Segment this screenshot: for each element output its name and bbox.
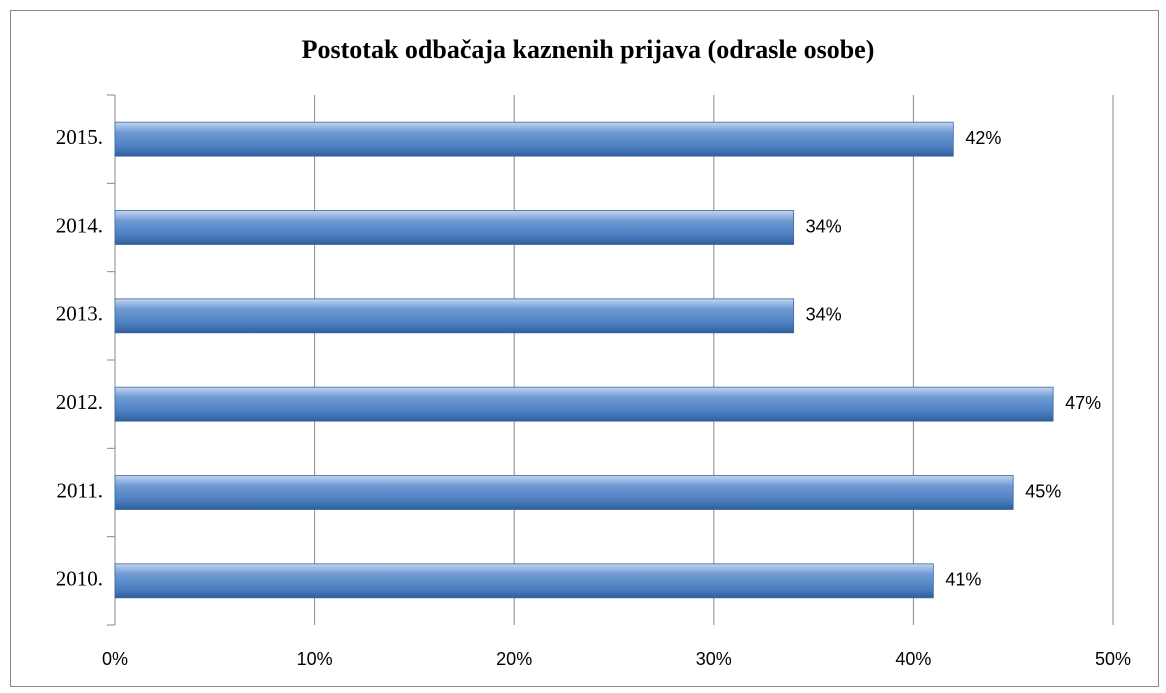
- y-tick-label: 2013.: [56, 302, 103, 326]
- bar: [114, 563, 934, 599]
- bar: [114, 210, 795, 245]
- value-label: 41%: [945, 570, 981, 590]
- x-tick-label: 50%: [1095, 649, 1131, 669]
- y-tick-label: 2012.: [56, 390, 103, 414]
- bar: [114, 298, 795, 334]
- x-tick-label: 20%: [496, 649, 532, 669]
- y-tick-label: 2011.: [57, 478, 103, 502]
- x-tick-label: 30%: [696, 649, 732, 669]
- chart-title: Postotak odbačaja kaznenih prijava (odra…: [302, 35, 875, 64]
- value-label: 42%: [965, 128, 1001, 148]
- y-tick-label: 2014.: [56, 213, 103, 237]
- bar: [114, 121, 954, 157]
- bar: [114, 386, 1054, 422]
- y-tick-label: 2010.: [56, 567, 103, 591]
- x-tick-label: 10%: [297, 649, 333, 669]
- value-label: 45%: [1025, 481, 1061, 501]
- value-label: 34%: [806, 216, 842, 236]
- y-tick-label: 2015.: [56, 125, 103, 149]
- bar: [114, 475, 1014, 510]
- value-label: 47%: [1065, 393, 1101, 413]
- x-tick-label: 40%: [895, 649, 931, 669]
- value-label: 34%: [806, 305, 842, 325]
- x-tick-label: 0%: [102, 649, 128, 669]
